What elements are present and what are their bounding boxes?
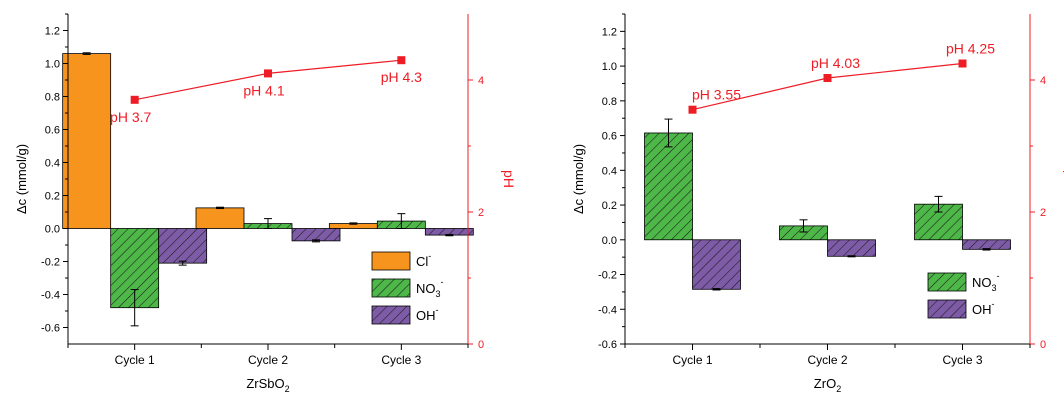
y-axis-title: Δc (mmol/g): [571, 144, 586, 214]
y-tick-label: -0.4: [598, 304, 617, 316]
x-tick-label: Cycle 3: [942, 353, 982, 367]
y2-tick-label: 2: [1040, 207, 1046, 219]
y2-tick-label: 0: [478, 339, 484, 351]
legend-swatch: [927, 272, 967, 292]
ph-point: [958, 59, 967, 68]
error-bar-oh-1: [712, 288, 721, 291]
error-bar-oh-3: [445, 233, 454, 237]
ph-point: [397, 56, 406, 65]
error-bar-oh-3: [982, 248, 991, 251]
error-bar-oh-2: [847, 255, 856, 258]
y2-axis-title: pH: [501, 170, 517, 188]
legend-label: OH-: [416, 305, 439, 323]
legend-item-oh: OH-: [927, 299, 995, 319]
legend-swatch: [371, 278, 411, 298]
y-tick-label: 1.0: [602, 61, 617, 73]
bar-oh-2: [827, 239, 876, 257]
ph-label: pH 4.1: [243, 82, 284, 98]
legend-label: Cl-: [416, 251, 431, 269]
y-tick-label: 1.2: [602, 26, 617, 38]
x-tick-label: Cycle 2: [807, 353, 847, 367]
error-bar-no3-2: [799, 219, 808, 233]
bar-oh-1: [692, 239, 741, 290]
error-bar-cl-2: [216, 206, 224, 210]
chart-panel-1: -0.6 -0.4 -0.2 0.0 0.2 0.4 0.6 0.8 1.0 1.2 0 2 4 Cycl…: [14, 13, 517, 394]
y-tick-label: 0.0: [45, 224, 60, 236]
y-tick-label: 0.6: [602, 131, 617, 143]
x-tick-label: Cycle 1: [115, 353, 155, 367]
y-tick-label: -0.2: [41, 257, 60, 269]
error-bar-no3-3: [397, 213, 406, 229]
bar-oh-3: [962, 239, 1011, 250]
x-tick-label: Cycle 3: [381, 353, 421, 367]
bar-oh-1: [158, 228, 208, 264]
y-tick-label: -0.6: [41, 323, 60, 335]
y-tick-label: 0.2: [602, 200, 617, 212]
y-tick-label: 0.2: [45, 191, 60, 203]
y-tick-label: 0.8: [45, 92, 60, 104]
error-bar-no3-2: [264, 218, 272, 229]
bar-no3-1: [644, 132, 693, 241]
ph-label: pH 3.7: [110, 109, 151, 125]
ph-point: [264, 69, 272, 78]
bar-cl-1: [62, 53, 112, 229]
y2-tick-label: 4: [478, 75, 484, 87]
legend-label: NO3-: [972, 271, 1000, 293]
legend-item-no3: NO3-: [927, 271, 1000, 293]
ph-point: [130, 95, 139, 104]
ph-label: pH 4.03: [811, 55, 860, 71]
error-bar-cl-1: [82, 52, 91, 55]
legend-label: OH-: [972, 299, 995, 317]
y-tick-label: 1.0: [45, 59, 60, 71]
y-tick-label: 0.0: [602, 235, 617, 247]
y-tick-label: 0.4: [602, 165, 617, 177]
bar-oh-2: [291, 228, 341, 242]
legend-item-oh: OH-: [371, 305, 439, 325]
x-tick-label: Cycle 2: [248, 353, 288, 367]
legend-label: NO3-: [416, 277, 444, 299]
y-tick-label: 0.6: [45, 125, 60, 137]
y-axis-title: Δc (mmol/g): [14, 144, 29, 214]
ph-point: [688, 105, 697, 114]
x-axis-title: ZrO2: [814, 376, 841, 394]
x-axis-title: ZrSbO2: [246, 376, 289, 394]
error-bar-no3-1: [130, 289, 139, 327]
legend-swatch: [371, 251, 411, 271]
ph-label: pH 3.55: [692, 87, 741, 103]
y-tick-label: -0.2: [598, 270, 617, 282]
ph-label: pH 4.3: [381, 69, 422, 85]
x-tick-label: Cycle 1: [672, 353, 712, 367]
y-tick-label: 1.2: [45, 26, 60, 38]
legend-item-no3: NO3-: [371, 277, 444, 299]
y2-tick-label: 2: [478, 207, 484, 219]
y2-tick-label: 0: [1040, 339, 1046, 351]
y-tick-label: -0.6: [598, 339, 617, 351]
error-bar-oh-2: [312, 239, 320, 243]
y-tick-label: 0.8: [602, 96, 617, 108]
y2-tick-label: 4: [1040, 75, 1046, 87]
ph-point: [823, 74, 832, 83]
bar-cl-2: [195, 207, 245, 229]
ph-label: pH 4.25: [946, 41, 995, 57]
y-tick-label: 0.4: [45, 158, 60, 170]
chart-panel-2: -0.6 -0.4 -0.2 0.0 0.2 0.4 0.6 0.8 1.0 1.2 0 2 4 Cycl…: [571, 13, 1064, 394]
error-bar-cl-3: [349, 222, 358, 225]
y-tick-label: -0.4: [41, 290, 60, 302]
legend-swatch: [927, 299, 967, 319]
legend-item-cl: Cl-: [371, 251, 431, 271]
legend-swatch: [371, 305, 411, 325]
error-bar-oh-1: [178, 260, 187, 266]
error-bar-no3-3: [934, 195, 943, 213]
error-bar-no3-1: [664, 118, 673, 148]
